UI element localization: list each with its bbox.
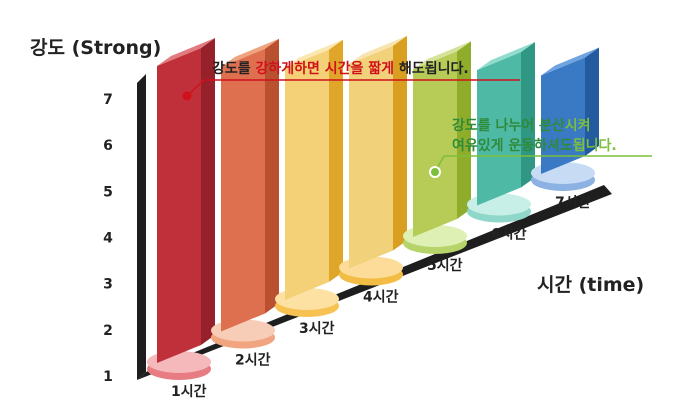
- bar-side-face: [201, 37, 215, 345]
- bar-2: [211, 38, 279, 349]
- y-axis-wall: [137, 74, 146, 380]
- annotation-segment: 강하게하면 시간을 짧게: [256, 60, 395, 77]
- bar-top-face: [477, 42, 535, 71]
- y-tick-label: 6: [103, 138, 113, 154]
- bar-4: [339, 35, 407, 286]
- y-tick-label: 2: [103, 323, 113, 339]
- bar-3: [275, 39, 343, 317]
- y-tick-label: 7: [103, 92, 113, 108]
- annotation-spread-line2: 여유있게 운동하셔도됩니다.: [452, 137, 617, 154]
- bar-base-top: [147, 351, 211, 373]
- x-tick-labels: 1시간 2시간 3시간 4시간 5시간 6시간 7시간: [171, 194, 591, 400]
- annotation-segment: 강도를 나누어 분산: [452, 117, 565, 134]
- x-tick-label: 1시간: [171, 383, 207, 400]
- bar-side-face: [457, 41, 471, 219]
- annotation-segment: 됩니다.: [573, 138, 617, 154]
- bar-front-face: [285, 49, 329, 300]
- bar-top-face: [349, 35, 407, 64]
- bar-front-face: [413, 51, 457, 237]
- y-tick-labels: 1 2 3 4 5 6 7: [103, 92, 113, 385]
- bar-top-face: [157, 37, 215, 66]
- annotation-strong-dot: [182, 91, 192, 101]
- annotation-segment: 해도됩니다.: [394, 61, 469, 77]
- bar-5: [403, 41, 471, 254]
- y-tick-label: 3: [103, 277, 113, 293]
- bar-side-face: [521, 42, 535, 188]
- bar-base-top: [531, 162, 595, 184]
- bar-base-top: [275, 288, 339, 310]
- bar-top-face: [285, 39, 343, 68]
- bar-base-top: [211, 319, 275, 342]
- bar-7: [531, 47, 599, 191]
- y-tick-label: 5: [103, 184, 113, 200]
- bar-6: [467, 42, 535, 223]
- x-tick-label: 7시간: [555, 194, 591, 211]
- bar-side-face: [265, 38, 279, 314]
- x-tick-label: 4시간: [363, 289, 399, 306]
- x-tick-label: 6시간: [491, 226, 527, 243]
- bar-front-face: [157, 47, 201, 364]
- y-tick-label: 1: [103, 369, 113, 385]
- bar-top-face: [541, 47, 599, 76]
- bar-top-face: [413, 41, 471, 70]
- x-tick-label: 5시간: [427, 257, 463, 274]
- bar-base-top: [403, 225, 467, 247]
- bar-base-top: [339, 256, 403, 279]
- bar-side-face: [393, 35, 407, 251]
- y-tick-label: 4: [103, 231, 113, 247]
- y-axis-title: 강도 (Strong): [30, 37, 161, 59]
- bar-side-face: [329, 39, 343, 282]
- bar-side-face: [585, 47, 599, 156]
- x-axis-title: 시간 (time): [537, 274, 644, 296]
- bar-front-face: [541, 57, 585, 174]
- annotation-segment: 강도를: [212, 60, 256, 77]
- bar-front-face: [349, 45, 393, 269]
- bar-front-face: [221, 48, 265, 332]
- annotation-spread-dot: [429, 166, 441, 178]
- annotation-spread: 강도를 나누어 분산시켜 여유있게 운동하셔도됩니다.: [429, 117, 652, 178]
- bar-top-face: [221, 38, 279, 67]
- bar-1: [147, 37, 215, 380]
- x-tick-label: 2시간: [235, 352, 271, 369]
- bars-group: [147, 35, 599, 380]
- bar-front-face: [477, 52, 521, 206]
- annotation-segment: 시켜: [565, 118, 591, 134]
- annotation-segment: 여유있게 운동하셔도: [452, 137, 573, 154]
- bar-base-top: [467, 193, 531, 216]
- annotation-strong: 강도를 강하게하면 시간을 짧게 해도됩니다.: [182, 60, 520, 101]
- annotation-spread-line1: 강도를 나누어 분산시켜: [452, 117, 591, 134]
- annotation-strong-text: 강도를 강하게하면 시간을 짧게 해도됩니다.: [212, 60, 469, 77]
- x-tick-label: 3시간: [299, 320, 335, 337]
